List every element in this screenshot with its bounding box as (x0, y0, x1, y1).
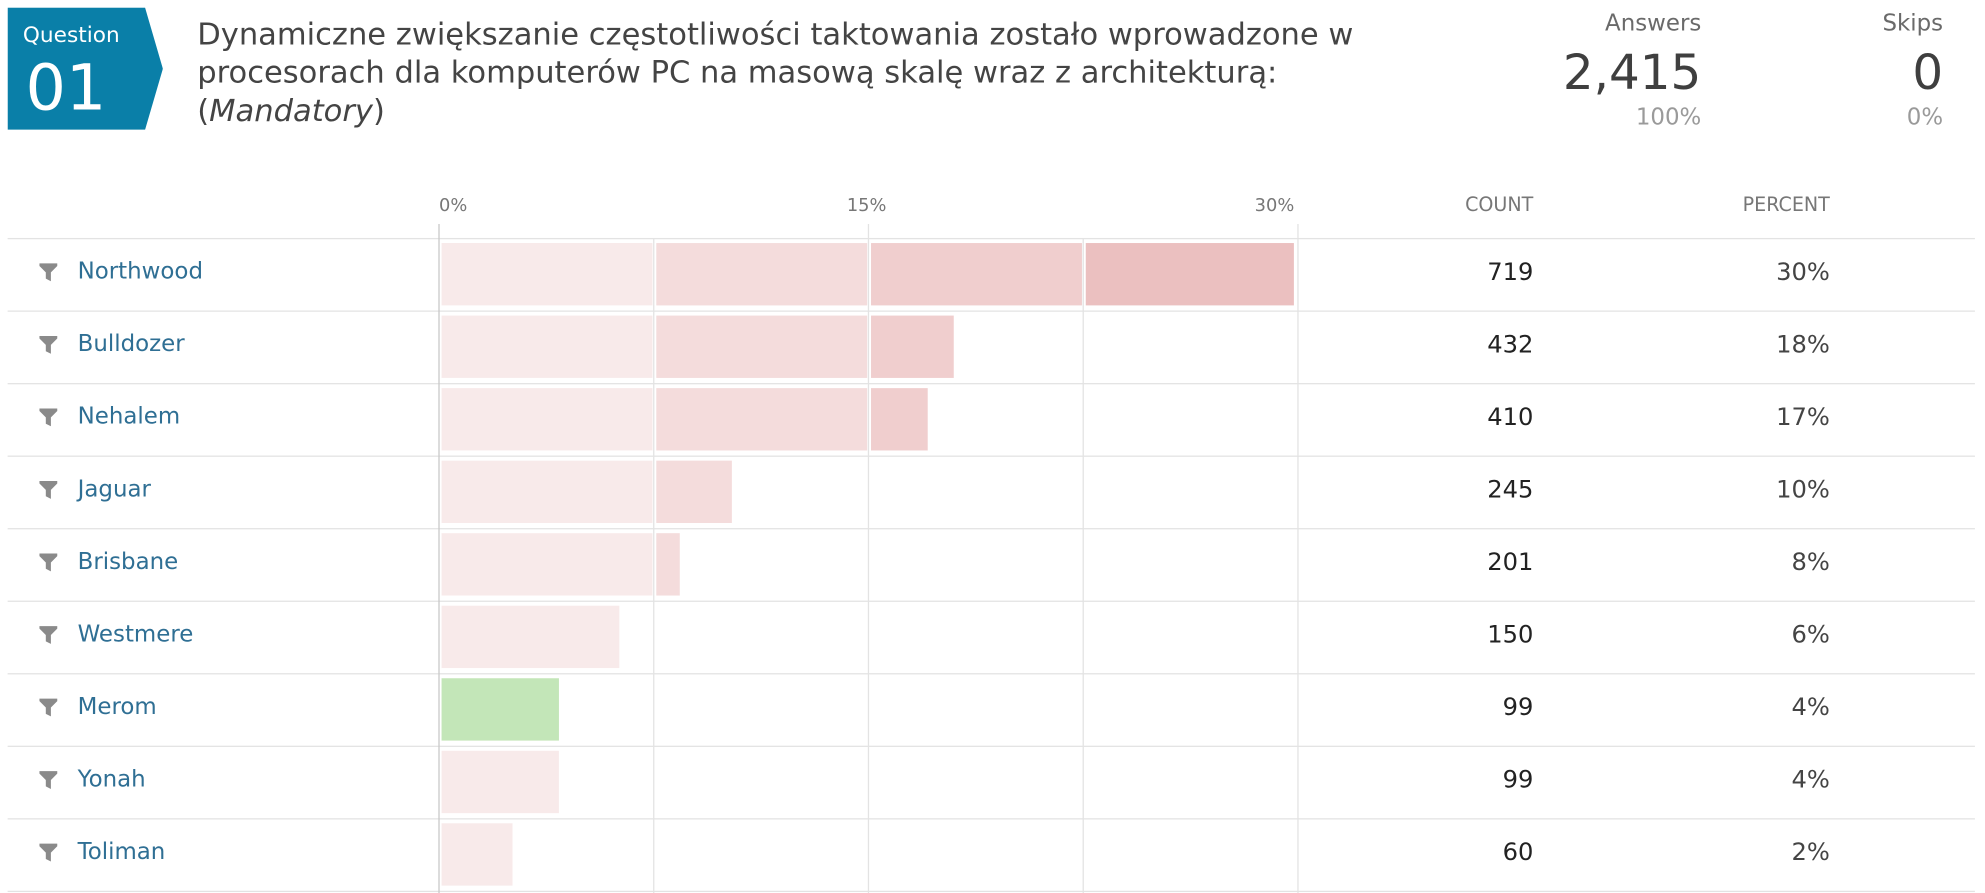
bar-segment (656, 315, 868, 378)
answer-percent: 18% (1776, 330, 1830, 359)
row-divider (7, 745, 1975, 747)
bar-segment (871, 388, 928, 451)
answers-value: 2,415 (1562, 44, 1702, 101)
bar-chart (438, 223, 1299, 893)
question-label: Question (22, 22, 120, 49)
row-divider (7, 890, 1975, 893)
row-divider (7, 600, 1975, 602)
answer-count: 410 (1487, 402, 1534, 431)
answer-percent: 2% (1791, 837, 1830, 866)
bar (441, 678, 559, 741)
bar-segment (441, 750, 559, 814)
answer-count: 150 (1487, 620, 1534, 649)
row-divider (7, 310, 1975, 312)
bar-segment (656, 243, 868, 306)
bar-segment (441, 243, 653, 306)
answer-count: 245 (1487, 475, 1534, 504)
answer-percent: 8% (1791, 547, 1830, 576)
answer-label[interactable]: Toliman (77, 837, 166, 865)
answer-count: 99 (1502, 765, 1534, 794)
bar-segment (871, 315, 954, 378)
answer-label[interactable]: Northwood (77, 257, 204, 285)
answers-label: Answers (1605, 10, 1702, 37)
bar-segment (1085, 243, 1294, 306)
bar-segment (441, 460, 653, 523)
filter-icon[interactable] (38, 624, 58, 644)
bar-segment (441, 533, 653, 596)
answer-label[interactable]: Yonah (77, 765, 146, 793)
answer-percent: 4% (1791, 765, 1830, 794)
percent-column-header[interactable]: PERCENT (1742, 193, 1830, 217)
table-header-divider (7, 237, 1975, 240)
filter-icon[interactable] (38, 552, 58, 572)
filter-icon[interactable] (38, 261, 58, 281)
question-number: 01 (25, 50, 107, 125)
bar (441, 315, 954, 378)
filter-icon[interactable] (38, 479, 58, 499)
filter-icon[interactable] (38, 842, 58, 862)
question-text: Dynamiczne zwiększanie częstotliwości ta… (197, 16, 1354, 91)
x-tick-label: 30% (1254, 195, 1295, 217)
x-tick-label: 0% (439, 195, 468, 217)
answer-percent: 10% (1776, 475, 1830, 504)
x-tick-label: 15% (846, 195, 887, 217)
answer-count: 60 (1502, 837, 1534, 866)
answer-percent: 6% (1791, 620, 1830, 649)
row-divider (7, 455, 1975, 457)
bar-segment (441, 388, 653, 451)
bar-segment (871, 243, 1082, 306)
answer-label[interactable]: Bulldozer (77, 330, 185, 357)
row-divider (7, 528, 1975, 530)
bar (441, 823, 513, 886)
bar-segment (441, 315, 653, 378)
filter-icon[interactable] (38, 697, 58, 717)
filter-icon[interactable] (38, 407, 58, 427)
row-divider (7, 383, 1975, 385)
question-badge-shape (7, 7, 163, 130)
answer-percent: 17% (1776, 402, 1830, 431)
filter-icon[interactable] (38, 769, 58, 789)
bar (441, 388, 928, 451)
answer-label[interactable]: Brisbane (77, 547, 179, 575)
answer-label[interactable]: Jaguar (77, 475, 151, 503)
question-title: Dynamiczne zwiększanie częstotliwości ta… (197, 16, 1354, 129)
bar (441, 533, 680, 596)
bar (441, 243, 1294, 306)
bar (441, 605, 620, 669)
bar-segment (441, 678, 559, 741)
answer-count: 719 (1487, 257, 1534, 286)
bar (441, 460, 732, 523)
answer-count: 99 (1502, 692, 1534, 721)
answer-percent: 4% (1791, 692, 1830, 721)
mandatory-flag: Mandatory (209, 92, 373, 129)
bar-segment (441, 823, 513, 886)
bar-segment (656, 388, 868, 451)
skips-value: 0 (1912, 44, 1944, 101)
answer-label[interactable]: Westmere (77, 620, 194, 648)
row-divider (7, 818, 1975, 820)
answer-count: 201 (1487, 547, 1534, 576)
answer-label[interactable]: Nehalem (77, 402, 181, 430)
answers-percent: 100% (1635, 104, 1702, 132)
row-divider (7, 673, 1975, 675)
bar (441, 750, 559, 814)
count-column-header[interactable]: COUNT (1465, 193, 1534, 217)
question-badge: Question 01 (7, 7, 163, 130)
answer-label[interactable]: Merom (77, 692, 157, 720)
bar-segment (441, 605, 620, 669)
bar-segment (656, 460, 732, 523)
answer-percent: 30% (1776, 257, 1830, 286)
answer-count: 432 (1487, 330, 1534, 359)
skips-percent: 0% (1906, 104, 1944, 132)
skips-label: Skips (1882, 10, 1944, 37)
bar-segment (656, 533, 680, 596)
filter-icon[interactable] (38, 334, 58, 354)
